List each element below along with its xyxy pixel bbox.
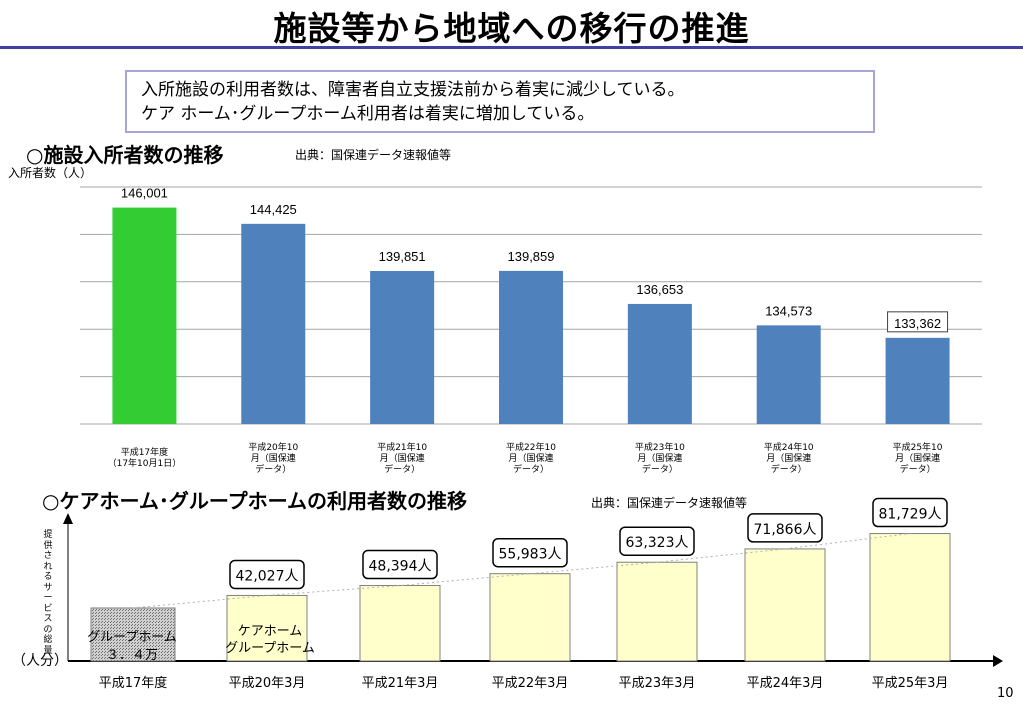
chart1-ylabel: 入所者数（人） xyxy=(8,166,93,180)
chart2-ylabel-char: さ xyxy=(43,551,53,561)
chart2-source: 出典：国保連データ速報値等 xyxy=(591,496,748,510)
chart1-value-label: 133,362 xyxy=(894,316,941,331)
chart2-bar xyxy=(744,548,826,662)
chart2-ylabel-char: 供 xyxy=(43,540,53,551)
chart2-ylabel: 提供されるサービスの総量 xyxy=(41,530,55,656)
chart2-title: ○ケアホーム･グループホームの利用者数の推移 xyxy=(42,489,468,513)
chart1-category-label: 平成25年10 xyxy=(893,441,943,453)
chart2-ylabel-char: ー xyxy=(43,593,53,603)
chart2-ylabel-char: の xyxy=(43,624,53,635)
chart1-category-label: 月（国保連 xyxy=(637,452,682,464)
chart1-value-label: 134,573 xyxy=(765,303,812,318)
chart1-title: ○施設入所者数の推移 xyxy=(26,143,224,167)
chart1-bar xyxy=(499,270,563,424)
chart1-category-label: 平成24年10 xyxy=(764,441,814,453)
chart1-value-label-box xyxy=(887,311,949,333)
chart2-first-bar-label-line: グループホーム xyxy=(87,630,177,645)
chart2-category-label: 平成24年3月 xyxy=(747,676,824,691)
chart2-bar xyxy=(869,533,951,662)
chart1-value-label: 144,425 xyxy=(250,202,297,217)
chart2-ylabel-char: ビ xyxy=(43,603,53,614)
chart2-ylabel-char: 総 xyxy=(43,635,53,645)
chart1-category-label: データ） xyxy=(255,463,291,475)
chart1-bar xyxy=(627,303,692,424)
chart2-legend-line: ケアホーム xyxy=(237,624,303,639)
chart1-category-label: データ） xyxy=(771,463,807,475)
chart1-category-label: 月（国保連 xyxy=(766,452,811,464)
chart1-category-label: 平成22年10 xyxy=(506,441,556,453)
chart1-category-label: 平成23年10 xyxy=(635,441,685,453)
chart1-value-label: 136,653 xyxy=(636,282,683,297)
chart2-category-label: 平成17年度 xyxy=(99,675,168,691)
chart2-category-label: 平成21年3月 xyxy=(362,676,439,691)
chart1-category-label: 平成21年10 xyxy=(377,441,427,453)
summary-line-1: 入所施設の利用者数は、障害者自立支援法前から着実に減少している。 xyxy=(141,80,685,100)
chart1-category-label: （17年10月1日） xyxy=(108,457,182,469)
chart1-source: 出典：国保連データ速報値等 xyxy=(295,148,452,162)
chart2-bar xyxy=(359,585,441,662)
chart2-first-bar-label: グループホーム ３．４万 xyxy=(79,629,185,665)
title-rule xyxy=(0,46,1023,49)
chart2-ylabel-char: 提 xyxy=(43,530,53,540)
chart2-value-label-box xyxy=(229,559,305,590)
chart2-y-axis-arrow xyxy=(63,513,73,524)
chart1-value-label: 139,851 xyxy=(379,249,426,264)
chart2-value-label-box xyxy=(619,526,695,556)
chart2-value-label: 55,983人 xyxy=(499,547,562,563)
chart2-ylabel-char: ス xyxy=(43,614,53,624)
chart1-category-label: 月（国保連 xyxy=(895,452,940,464)
chart2-value-label: 81,729人 xyxy=(879,507,942,523)
chart1-category-label: データ） xyxy=(513,463,549,475)
chart2-ylabel-char: れ xyxy=(43,561,53,572)
chart2-value-label-box xyxy=(872,497,948,528)
chart2-legend-label: ケアホームグループホーム xyxy=(210,623,330,657)
chart2-value-label: 42,027人 xyxy=(236,568,299,584)
chart2-bar xyxy=(226,594,308,662)
chart1-bar xyxy=(370,270,435,424)
chart2-first-bar-label-line: ３．４万 xyxy=(105,648,158,663)
chart2-ylabel-char: る xyxy=(43,572,53,582)
chart2-value-label-box xyxy=(747,513,823,543)
chart2-legend-line: グループホーム xyxy=(225,641,315,656)
chart1-category-label: 月（国保連 xyxy=(251,452,296,464)
chart2-category-label: 平成25年3月 xyxy=(872,676,949,691)
chart1-value-label: 146,001 xyxy=(121,186,168,201)
chart2-ylabel-char: サ xyxy=(43,582,53,593)
chart1-bar xyxy=(756,325,821,424)
chart2-bar xyxy=(616,561,698,662)
chart1-category-label: 平成17年度 xyxy=(121,446,168,458)
chart2-ylabel-char: 量 xyxy=(43,645,53,656)
page-title: 施設等から地域への移行の推進 xyxy=(273,9,750,48)
chart1-category-label: 月（国保連 xyxy=(380,452,425,464)
summary-box: 入所施設の利用者数は、障害者自立支援法前から着実に減少している。 ケア ホーム･… xyxy=(125,70,875,133)
chart2-category-label: 平成20年3月 xyxy=(229,676,306,691)
chart1-category-label: データ） xyxy=(900,463,936,475)
chart2-bar-grouphome xyxy=(90,607,176,662)
chart2-bar xyxy=(489,573,571,662)
chart1-bar xyxy=(885,337,950,424)
chart2-value-label-box xyxy=(362,549,438,580)
chart2-value-label: 63,323人 xyxy=(626,535,689,551)
summary-line-2: ケア ホーム･グループホーム利用者は着実に増加している。 xyxy=(141,104,595,124)
chart1-category-label: データ） xyxy=(642,463,678,475)
chart2-value-label: 71,866人 xyxy=(754,522,817,538)
chart2-value-label: 48,394人 xyxy=(369,559,432,575)
chart1-value-label: 139,859 xyxy=(508,249,555,264)
chart2-x-axis-arrow xyxy=(993,655,1003,667)
chart1-category-label: データ） xyxy=(384,463,420,475)
chart2-category-label: 平成22年3月 xyxy=(492,676,569,691)
chart1-category-label: 平成20年10 xyxy=(248,441,298,453)
chart1-bar xyxy=(241,223,306,424)
chart2-category-label: 平成23年3月 xyxy=(619,676,696,691)
chart2-value-label-box xyxy=(492,537,568,568)
chart2-unit: （人分） xyxy=(12,653,68,669)
page-number: 10 xyxy=(997,686,1014,701)
chart1-bar xyxy=(112,207,177,424)
chart1-category-label: 月（国保連 xyxy=(508,452,553,464)
